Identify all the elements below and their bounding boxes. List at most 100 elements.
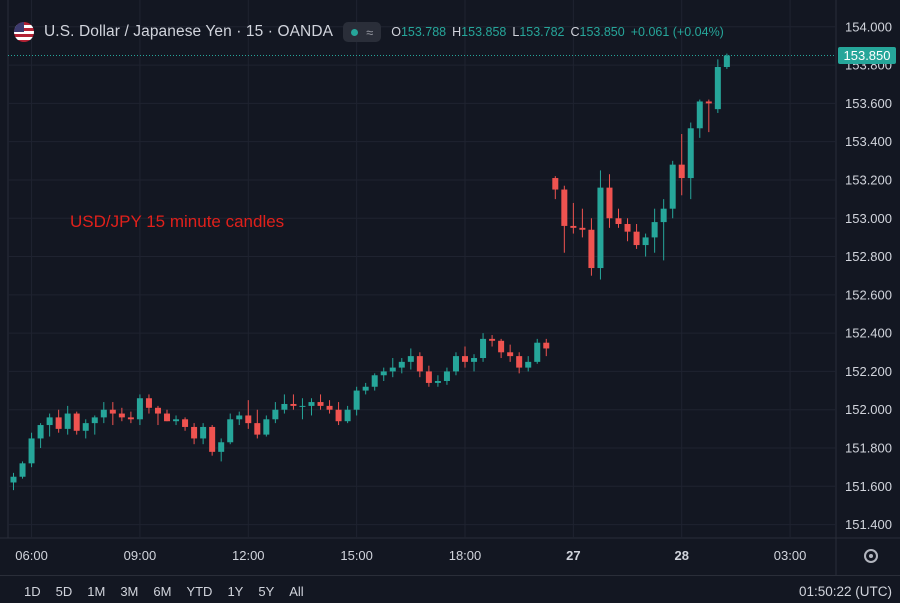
candle-body [606,187,613,219]
candle [218,438,225,462]
candle [443,367,450,385]
candle-body [55,417,62,429]
candle [633,224,640,249]
candle [389,358,396,378]
candle-body [127,417,134,420]
price-chart[interactable]: 154.000153.800153.600153.400153.200153.0… [0,0,900,575]
candle [164,409,171,422]
candle-body [498,340,505,353]
candle-body [118,413,125,418]
candle-body [73,413,80,431]
ohlc-high-label: H [452,25,462,39]
candle [200,423,207,445]
price-tick-label: 154.000 [845,19,892,34]
candle-body [371,375,378,387]
candle [705,99,712,133]
range-button-ytd[interactable]: YTD [186,584,213,599]
market-open-dot-icon [351,28,359,36]
candle-body [191,426,198,439]
candle-body [227,419,234,443]
price-tick-label: 153.400 [845,134,892,149]
price-tick-label: 153.200 [845,172,892,187]
candle [407,348,414,370]
candle-body [299,405,306,407]
candle [660,199,667,261]
candle-body [516,356,523,368]
candle [154,405,161,426]
symbol-header: U.S. Dollar / Japanese Yen · 15 · OANDA … [14,20,724,44]
candle-body [209,426,216,452]
ohlc-low-label: L [512,25,520,39]
candle-body [525,361,532,368]
candle-body [263,419,270,435]
utc-clock[interactable]: 01:50:22 (UTC) [798,584,892,599]
range-button-1d[interactable]: 1D [24,584,41,599]
candle [516,352,523,374]
candle [10,472,17,491]
candle [498,338,505,359]
candle-body [91,417,98,424]
candle [606,174,613,228]
candle [543,338,550,357]
candle-body [200,426,207,439]
candle-body [489,338,496,341]
candle [434,375,441,387]
change-value: +0.061 (+0.04%) [630,25,724,39]
ohlc-close-value: 153.850 [579,25,625,39]
symbol-title[interactable]: U.S. Dollar / Japanese Yen · 15 · OANDA [44,23,334,40]
settings-gear-icon[interactable] [864,549,878,563]
price-axis[interactable]: 154.000153.800153.600153.400153.200153.0… [838,19,896,532]
candle-body [633,231,640,246]
candle [209,425,216,456]
time-tick-label: 09:00 [124,548,157,563]
price-tick-label: 152.200 [845,364,892,379]
candle-body [218,442,225,452]
wave-icon: ≈ [366,24,374,40]
candle-body [669,164,676,209]
candle-body [416,356,423,372]
candle-body [480,338,487,359]
status-pill[interactable]: ≈ [343,22,382,42]
candle-body [164,413,171,422]
range-button-6m[interactable]: 6M [153,584,172,599]
candle [82,419,89,439]
price-tick-label: 151.800 [845,441,892,456]
candle [398,358,405,374]
candle-body [28,438,35,464]
price-tick-label: 152.400 [845,326,892,341]
range-button-5y[interactable]: 5Y [258,584,275,599]
candle-body [452,356,459,372]
candle-body [326,405,333,410]
candle [597,170,604,280]
time-tick-label: 18:00 [449,548,482,563]
candle [109,402,116,426]
candle [55,409,62,433]
candle-body [624,224,631,232]
candle [696,99,703,138]
range-button-1y[interactable]: 1Y [227,584,244,599]
candle [362,382,369,395]
price-tick-label: 152.000 [845,402,892,417]
candle [588,218,595,276]
candle-body [389,367,396,372]
ohlc-close-label: C [570,25,580,39]
time-axis[interactable]: 06:00 09:00 12:00 15:00 18:00 27 28 03:00 [15,548,806,563]
candle-body [19,463,26,477]
range-button-5d[interactable]: 5D [55,584,73,599]
us-jp-flag-icon [14,22,34,42]
candle [489,335,496,347]
range-button-all[interactable]: All [289,584,304,599]
candle-body [543,342,550,349]
candle [669,160,676,219]
candle-body [552,178,559,190]
candle [317,394,324,410]
candle-body [46,417,53,426]
candle [91,415,98,435]
range-button-1m[interactable]: 1M [87,584,106,599]
candle [19,461,26,479]
ohlc-high-value: 153.858 [461,25,507,39]
range-button-3m[interactable]: 3M [120,584,139,599]
candle [28,432,35,468]
candle-body [443,371,450,382]
candle-body [245,415,252,424]
